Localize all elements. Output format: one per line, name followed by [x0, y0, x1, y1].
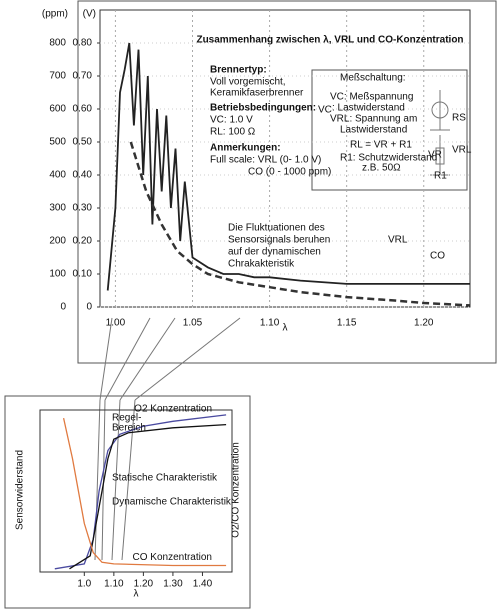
series-line — [129, 141, 471, 307]
annotation: CO (0 - 1000 ppm) — [248, 167, 331, 178]
x-axis-label: λ — [134, 589, 139, 600]
y-tick-label: 0 — [60, 302, 66, 313]
annotation: R1: Schutzwiderstand — [340, 153, 437, 164]
x-axis-label: λ — [283, 323, 288, 334]
annotation: VC: Meßspannung — [330, 92, 413, 103]
y2-tick-label: 0.50 — [73, 137, 93, 148]
annotation: VC — [318, 105, 332, 116]
x-tick-label: 1.0 — [77, 579, 91, 590]
annotation: : Lastwiderstand — [332, 103, 405, 114]
y2-tick-label: 0.60 — [73, 104, 93, 115]
annotation: auf der dynamischen — [228, 247, 321, 258]
annotation: Meßschaltung: — [340, 73, 406, 84]
annotation: Sensorsignals beruhen — [228, 235, 330, 246]
y2-tick-label: 0.80 — [73, 38, 93, 49]
y2-tick-label: 0.70 — [73, 71, 93, 82]
y-tick-label: 600 — [49, 104, 66, 115]
y2-tick-label: 0 — [86, 302, 92, 313]
y-axis-label: (ppm) — [42, 9, 68, 20]
series-label: CO Konzentration — [133, 552, 213, 563]
series-line — [62, 417, 227, 567]
top-frame — [77, 0, 497, 364]
x-tick-label: 1.20 — [414, 318, 434, 329]
bottom-frame — [4, 395, 251, 609]
annotation: Die Fluktuationen des — [228, 223, 325, 234]
annotation: VRL — [452, 145, 472, 156]
x-tick-label: 1.30 — [163, 579, 183, 590]
series-line — [106, 42, 470, 291]
series-label: CO — [430, 251, 445, 262]
annotation: VR — [428, 150, 442, 161]
annotation: z.B. 50Ω — [362, 163, 401, 174]
x-tick-label: 1.10 — [260, 318, 280, 329]
x-tick-label: 1.05 — [183, 318, 203, 329]
plot-area — [39, 409, 233, 573]
y-axis-label: Sensorwiderstand — [15, 450, 26, 530]
y2-axis-label: (V) — [83, 9, 96, 20]
annotation: RS — [452, 113, 466, 124]
y-tick-label: 100 — [49, 269, 66, 280]
annotation: RL: 100 Ω — [210, 127, 256, 138]
x-tick-label: 1.40 — [193, 579, 213, 590]
y-tick-label: 400 — [49, 170, 66, 181]
y2-tick-label: 0.40 — [73, 170, 93, 181]
x-tick-label: 1.20 — [134, 579, 154, 590]
annotation: RL = VR + R1 — [350, 140, 412, 151]
chart-title: Zusammenhang zwischen λ, VRL und CO-Konz… — [196, 35, 463, 46]
y-tick-label: 800 — [49, 38, 66, 49]
annotation: Chrakakteristik — [228, 259, 295, 270]
circuit-box — [311, 69, 468, 191]
x-tick-label: 1.00 — [106, 318, 126, 329]
annotation: Betriebsbedingungen: — [210, 103, 316, 114]
y-tick-label: 700 — [49, 71, 66, 82]
series-label: O2 Konzentration — [134, 404, 212, 415]
y2-tick-label: 0.20 — [73, 236, 93, 247]
annotation: VC: 1.0 V — [210, 115, 253, 126]
x-tick-label: 1.10 — [104, 579, 124, 590]
annotation: Regel- — [112, 413, 141, 424]
y-tick-label: 500 — [49, 137, 66, 148]
annotation: Anmerkungen: — [210, 143, 281, 154]
y2-tick-label: 0.30 — [73, 203, 93, 214]
y2-tick-label: 0.10 — [73, 269, 93, 280]
annotation: R1 — [434, 171, 447, 182]
connector-lines — [94, 90, 450, 561]
annotation: Lastwiderstand — [340, 125, 407, 136]
y-tick-label: 300 — [49, 203, 66, 214]
y2-axis-label: O2/CO Konzentration — [231, 442, 242, 538]
series-label: VRL — [388, 235, 408, 246]
annotation: Keramikfaserbrenner — [210, 88, 304, 99]
annotation: Statische Charakteristik — [112, 473, 218, 484]
y-tick-label: 200 — [49, 236, 66, 247]
annotation: Brennertyp: — [210, 65, 267, 76]
annotation: Voll vorgemischt, — [210, 77, 286, 88]
x-tick-label: 1.15 — [337, 318, 357, 329]
annotation: VRL: Spannung am — [330, 114, 417, 125]
annotation: Bereich — [112, 423, 146, 434]
series-line — [54, 414, 227, 570]
annotation: Full scale: VRL (0- 1.0 V) — [210, 155, 321, 166]
annotation: Dynamische Charakteristik — [112, 497, 232, 508]
